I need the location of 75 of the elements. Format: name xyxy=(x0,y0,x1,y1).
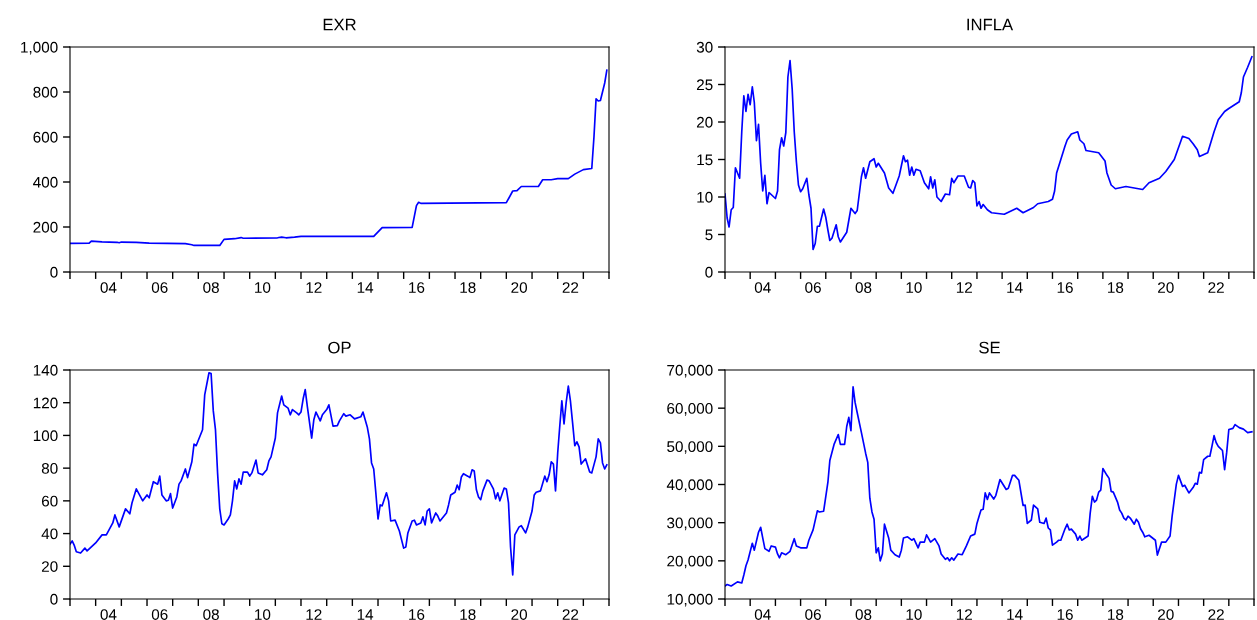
x-tick-label: 18 xyxy=(1108,282,1124,293)
y-tick-label: 0 xyxy=(50,266,58,278)
y-tick-label: 15 xyxy=(697,154,713,166)
y-tick-label: 140 xyxy=(33,364,58,376)
chart-title: EXR xyxy=(323,18,356,31)
x-tick-label: 10 xyxy=(255,282,271,293)
y-tick-label: 30,000 xyxy=(667,517,713,531)
x-tick-label: 04 xyxy=(754,282,771,293)
x-tick-label: 14 xyxy=(1007,282,1023,293)
x-tick-label: 16 xyxy=(1057,609,1073,620)
y-tick-label: 1,000 xyxy=(21,41,58,55)
y-tick-label: 30 xyxy=(696,41,713,53)
y-tick-label: 50,000 xyxy=(667,441,713,454)
x-tick-label: 22 xyxy=(1208,609,1224,620)
x-tick-label: 16 xyxy=(409,282,425,293)
x-tick-label: 22 xyxy=(562,282,579,293)
x-tick-label: 08 xyxy=(855,282,872,293)
x-tick-label: 08 xyxy=(855,609,872,620)
line-series xyxy=(70,69,608,247)
x-tick-label: 10 xyxy=(906,282,922,293)
y-tick-label: 20 xyxy=(696,116,713,128)
x-tick-label: 16 xyxy=(409,609,425,620)
y-tick-label: 60,000 xyxy=(667,403,713,416)
y-tick-label: 0 xyxy=(50,593,58,605)
y-tick-label: 20 xyxy=(41,561,58,572)
y-tick-label: 800 xyxy=(33,86,58,98)
y-tick-label: 20,000 xyxy=(667,555,713,569)
x-tick-label: 20 xyxy=(1158,609,1174,620)
y-tick-label: 25 xyxy=(696,79,713,91)
x-tick-label: 14 xyxy=(357,609,374,620)
y-tick-label: 100 xyxy=(33,430,58,442)
chart-title: INFLA xyxy=(967,18,1014,31)
x-tick-label: 06 xyxy=(805,282,821,293)
x-tick-label: 06 xyxy=(805,609,821,620)
y-tick-label: 80 xyxy=(41,463,58,474)
x-tick-label: 08 xyxy=(203,609,219,620)
x-tick-label: 14 xyxy=(357,282,374,293)
y-tick-label: 40 xyxy=(41,528,58,540)
x-tick-label: 16 xyxy=(1057,282,1073,293)
y-tick-label: 0 xyxy=(705,266,713,278)
y-tick-label: 5 xyxy=(705,229,713,241)
y-tick-label: 10,000 xyxy=(667,593,713,607)
y-tick-label: 200 xyxy=(33,221,58,233)
x-tick-label: 12 xyxy=(956,282,972,293)
chart-title: SE xyxy=(979,341,1000,354)
x-tick-label: 20 xyxy=(511,609,528,620)
x-tick-label: 18 xyxy=(460,609,476,620)
line-series xyxy=(725,385,1253,587)
x-tick-label: 04 xyxy=(100,609,117,620)
x-tick-label: 12 xyxy=(956,609,972,620)
x-tick-label: 20 xyxy=(511,282,528,293)
x-tick-label: 22 xyxy=(1208,282,1224,293)
y-tick-label: 10 xyxy=(697,191,713,203)
x-tick-label: 12 xyxy=(306,282,322,293)
x-tick-label: 06 xyxy=(151,282,168,293)
x-tick-label: 04 xyxy=(100,282,117,293)
chart-title: OP xyxy=(328,341,351,354)
y-tick-label: 70,000 xyxy=(667,364,713,378)
y-tick-label: 60 xyxy=(41,495,58,507)
x-tick-label: 12 xyxy=(306,609,322,620)
x-tick-label: 10 xyxy=(255,609,271,620)
x-tick-label: 04 xyxy=(754,609,771,620)
x-tick-label: 18 xyxy=(460,282,476,293)
y-tick-label: 400 xyxy=(33,176,58,188)
x-tick-label: 18 xyxy=(1108,609,1124,620)
x-tick-label: 14 xyxy=(1007,609,1023,620)
y-tick-label: 40,000 xyxy=(666,479,713,492)
x-tick-label: 08 xyxy=(203,282,219,293)
x-tick-label: 20 xyxy=(1158,282,1174,293)
x-tick-label: 22 xyxy=(562,609,579,620)
line-series xyxy=(725,55,1253,251)
y-tick-label: 120 xyxy=(33,397,58,409)
x-tick-label: 06 xyxy=(151,609,168,620)
x-tick-label: 10 xyxy=(906,609,922,620)
y-tick-label: 600 xyxy=(33,131,58,143)
